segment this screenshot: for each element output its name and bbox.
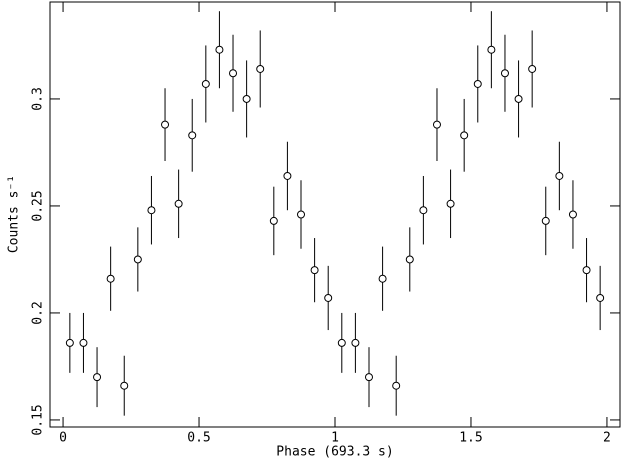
data-point	[596, 293, 605, 302]
data-point	[120, 381, 129, 390]
data-point	[147, 206, 156, 215]
data-point	[473, 79, 482, 88]
data-point	[201, 79, 210, 88]
data-point	[351, 338, 360, 347]
data-point	[324, 293, 333, 302]
data-point	[378, 274, 387, 283]
x-tick-label: 2	[603, 431, 611, 446]
data-point	[364, 373, 373, 382]
data-point	[460, 131, 469, 140]
y-tick-label: 0.2	[31, 301, 46, 324]
x-tick-label: 1.5	[459, 431, 482, 446]
data-point	[283, 171, 292, 180]
data-point	[297, 210, 306, 219]
data-point	[392, 381, 401, 390]
x-tick-label: 1	[331, 431, 339, 446]
y-axis-label: Counts s⁻¹	[7, 175, 22, 253]
data-point	[541, 216, 550, 225]
data-point	[256, 64, 265, 73]
data-point	[419, 206, 428, 215]
x-tick-label: 0	[59, 431, 67, 446]
y-tick-label: 0.3	[31, 87, 46, 110]
data-point	[446, 199, 455, 208]
data-point	[65, 338, 74, 347]
y-tick-label: 0.15	[31, 404, 46, 435]
data-point	[133, 255, 142, 264]
data-point	[269, 216, 278, 225]
data-point	[242, 94, 251, 103]
data-point	[161, 120, 170, 129]
data-point	[568, 210, 577, 219]
data-point	[229, 69, 238, 78]
data-point	[215, 45, 224, 54]
x-axis-label: Phase (693.3 s)	[276, 445, 393, 460]
data-point	[174, 199, 183, 208]
data-point	[337, 338, 346, 347]
data-point	[528, 64, 537, 73]
data-point	[93, 373, 102, 382]
x-tick-label: 0.5	[187, 431, 210, 446]
data-point	[310, 266, 319, 275]
data-point	[487, 45, 496, 54]
data-point	[432, 120, 441, 129]
data-point	[500, 69, 509, 78]
data-point	[106, 274, 115, 283]
data-point	[405, 255, 414, 264]
data-point	[555, 171, 564, 180]
data-point	[188, 131, 197, 140]
data-point	[79, 338, 88, 347]
data-point	[514, 94, 523, 103]
y-tick-label: 0.25	[31, 190, 46, 221]
data-point	[582, 266, 591, 275]
